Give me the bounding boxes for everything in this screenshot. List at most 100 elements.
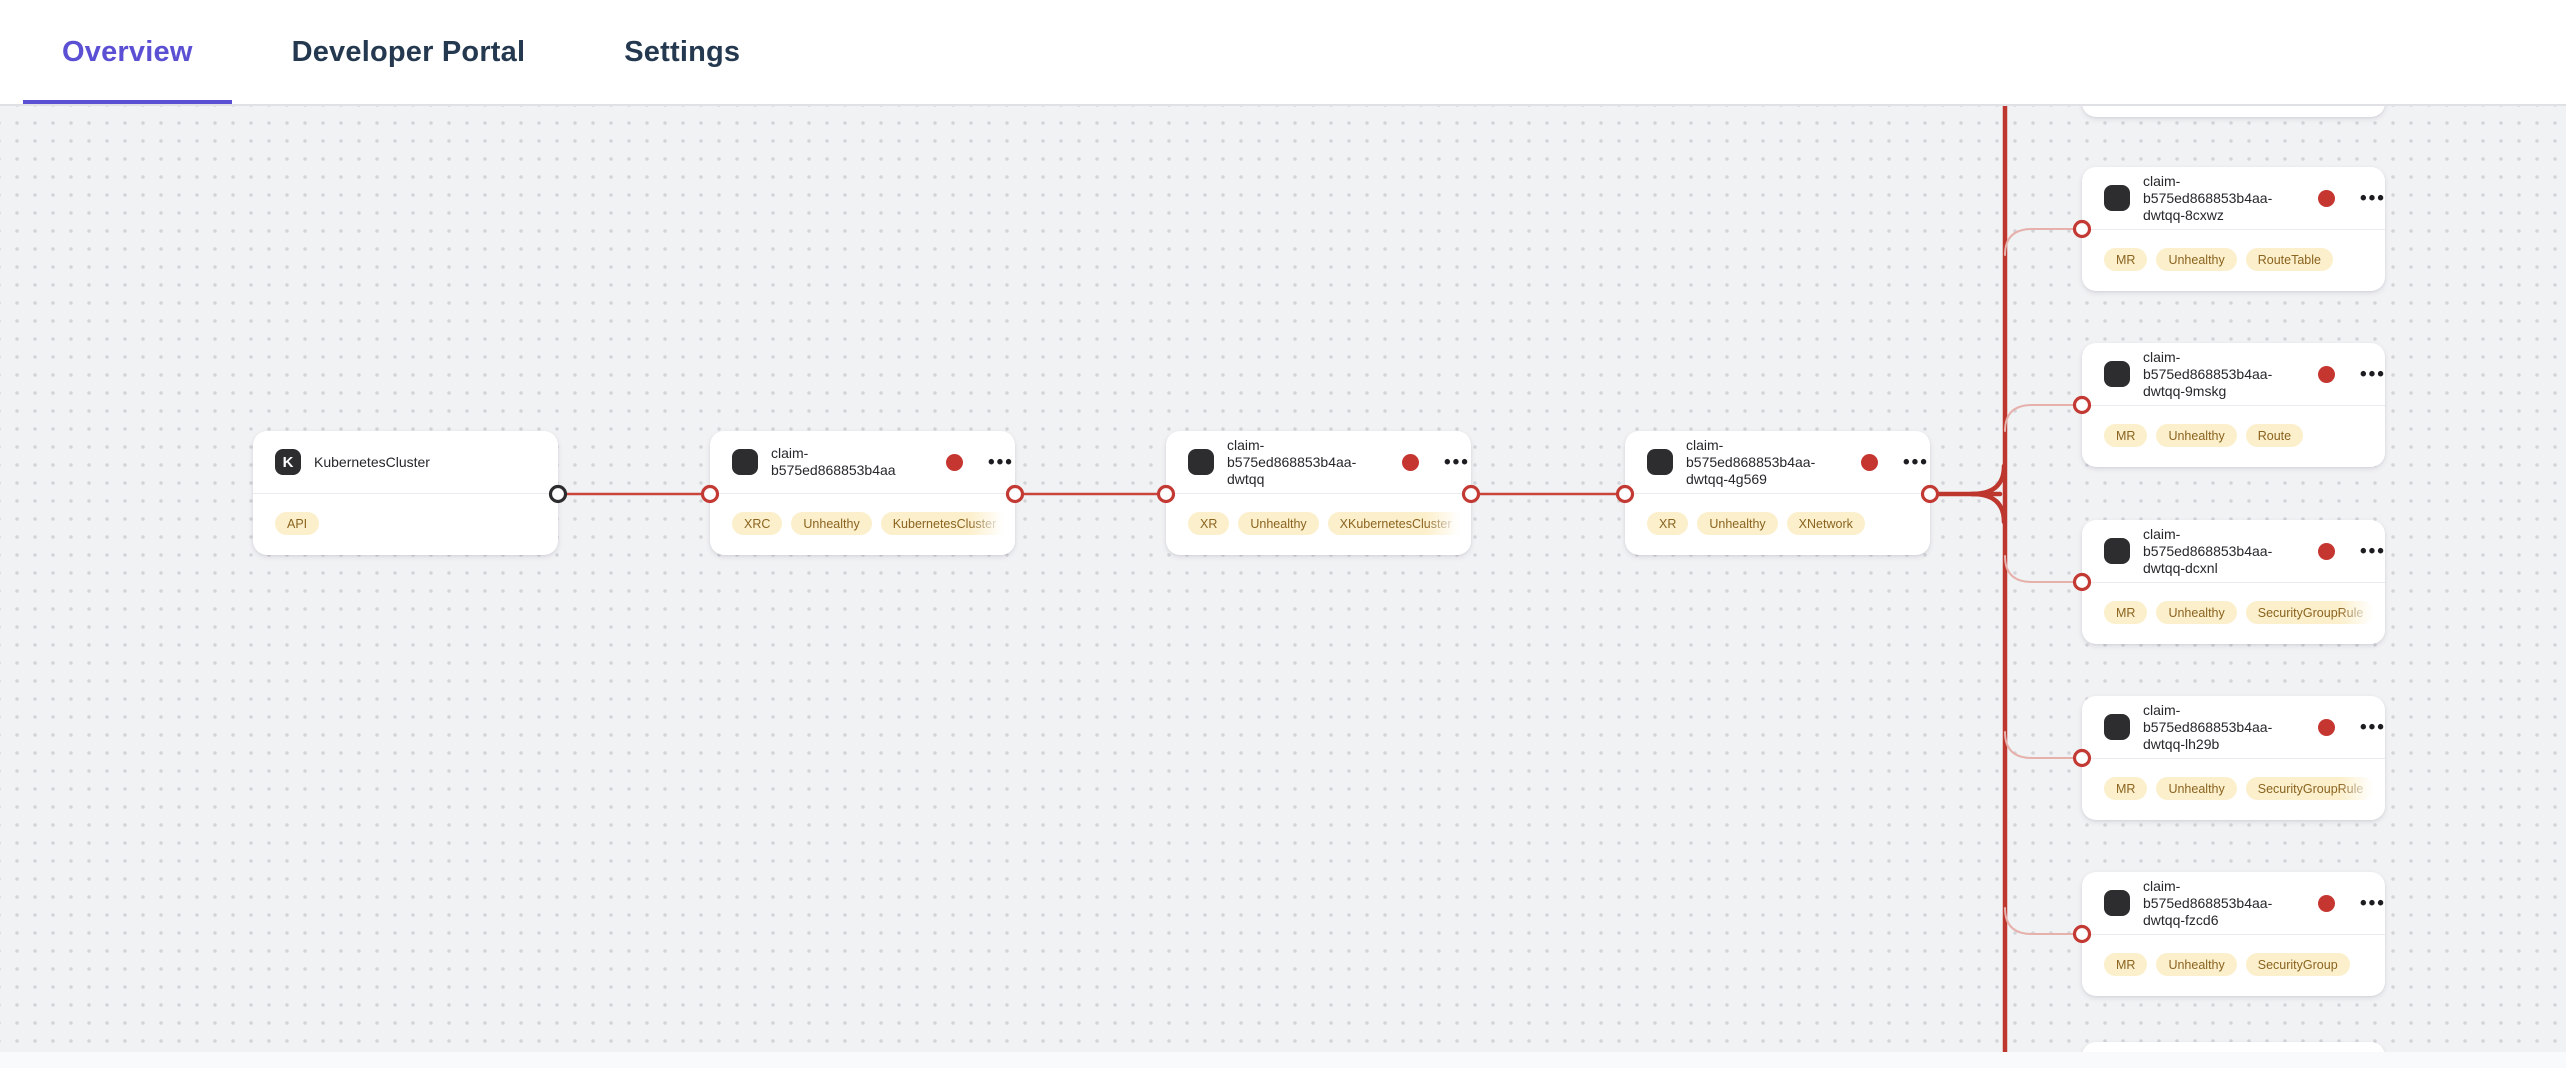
tab-settings[interactable]: Settings [585,0,779,104]
node-title: claim-b575ed868853b4aa [771,445,896,478]
node-card-partial[interactable] [2082,1042,2385,1052]
status-badge: XRC [732,512,783,535]
status-badge: Unhealthy [1697,512,1778,535]
layers-icon [711,433,758,475]
badge-row: API [275,512,320,535]
node-card[interactable]: claim-b575ed868853b4aa ••• XRC Unhealthy Kub… [710,431,1015,555]
error-status-icon [1166,431,1419,471]
managed-resource-icon [2084,698,2130,740]
error-status-icon [2082,167,2335,207]
node-menu-button[interactable]: ••• [2356,718,2385,737]
node-card-header: claim-b575ed868853b4aa-dwtqq-8cxwz ••• [2082,167,2385,229]
status-badge: RouteTable [2245,248,2333,271]
error-status-icon [2082,343,2335,383]
node-card[interactable]: claim-b575ed868853b4aa-dwtqq-4g569 ••• XR U… [1625,431,1930,555]
tab-label: Settings [624,35,741,68]
error-status-icon [2082,872,2335,912]
status-badge: XR [1188,512,1230,535]
composite-icon [1168,433,1214,475]
edge [2004,907,2075,935]
error-status-icon [2082,696,2335,736]
tab-developer-portal[interactable]: Developer Portal [253,0,565,104]
node-card-header: claim-b575ed868853b4aa-dwtqq-4g569 ••• [1625,431,1930,493]
tab-overview[interactable]: Overview [23,0,232,104]
edges-layer [556,106,2075,1052]
node-title: claim-b575ed868853b4aa-dwtqq [1227,436,1357,487]
error-status-icon [710,431,963,471]
graph-canvas[interactable]: K KubernetesCluster API claim-b575ed868853b… [0,106,2566,1052]
node-menu-button[interactable]: ••• [2356,189,2385,208]
edge [2004,404,2075,432]
node-menu-button[interactable]: ••• [2356,542,2385,561]
edge [2004,555,2075,583]
card-divider [1166,493,1471,494]
status-badge: SecurityGroupRule [2245,601,2376,624]
node-menu-button[interactable]: ••• [1440,453,1471,472]
node-card[interactable]: K KubernetesCluster API [253,431,558,555]
badge-row: MR Unhealthy Route [2104,424,2304,447]
card-divider [2082,229,2385,230]
card-divider [2082,405,2385,406]
node-menu-button[interactable]: ••• [984,453,1015,472]
node-menu-button[interactable]: ••• [2356,365,2385,384]
node-card-header: claim-b575ed868853b4aa-dwtqq ••• [1166,431,1471,493]
node-card-header: K KubernetesCluster [253,431,558,493]
tab-label: Developer Portal [291,35,526,68]
status-badge: MR [2104,601,2148,624]
tab-bar: Overview Developer Portal Settings [0,0,2566,106]
node-card-header: claim-b575ed868853b4aa-dwtqq-9mskg ••• [2082,343,2385,405]
status-badge: Unhealthy [791,512,872,535]
node-card-header: claim-b575ed868853b4aa ••• [710,431,1015,493]
node-title: claim-b575ed868853b4aa-dwtqq-9mskg [2143,348,2273,399]
card-divider [710,493,1015,494]
node-title: claim-b575ed868853b4aa-dwtqq-lh29b [2143,701,2273,752]
badge-row: XRC Unhealthy KubernetesCluster [732,512,1009,535]
node-card[interactable]: claim-b575ed868853b4aa-dwtqq-9mskg ••• MR U… [2082,343,2385,467]
status-badge: Unhealthy [2156,248,2237,271]
status-badge: XNetwork [1786,512,1865,535]
active-tab-underline [23,100,232,104]
node-title: claim-b575ed868853b4aa-dwtqq-fzcd6 [2143,877,2273,928]
badge-row: XR Unhealthy XNetwork [1647,512,1865,535]
kubernetes-icon: K [275,449,301,475]
card-divider [253,493,558,494]
node-menu-button[interactable]: ••• [1899,453,1930,472]
node-card-partial[interactable] [2082,106,2385,117]
node-card[interactable]: claim-b575ed868853b4aa-dwtqq-8cxwz ••• MR U… [2082,167,2385,291]
status-badge: MR [2104,248,2148,271]
node-menu-button[interactable]: ••• [2356,894,2385,913]
node-card[interactable]: claim-b575ed868853b4aa-dwtqq-lh29b ••• MR U… [2082,696,2385,820]
node-title: claim-b575ed868853b4aa-dwtqq-dcxnl [2143,525,2273,576]
node-card[interactable]: claim-b575ed868853b4aa-dwtqq ••• XR Unhealt… [1166,431,1471,555]
status-badge: Unhealthy [2156,777,2237,800]
card-divider [2082,758,2385,759]
badge-row: XR Unhealthy XKubernetesCluster [1188,512,1464,535]
badge-row: MR Unhealthy SecurityGroupRule [2104,601,2376,624]
badge-row: MR Unhealthy RouteTable [2104,248,2333,271]
icon-letter: K [282,453,294,471]
node-card[interactable]: claim-b575ed868853b4aa-dwtqq-fzcd6 ••• MR U… [2082,872,2385,996]
badge-row: MR Unhealthy SecurityGroupRule [2104,777,2376,800]
managed-resource-icon [2084,345,2130,387]
status-badge: Unhealthy [2156,601,2237,624]
status-badge: KubernetesCluster [880,512,1009,535]
status-badge: Unhealthy [1238,512,1319,535]
node-card-header: claim-b575ed868853b4aa-dwtqq-dcxnl ••• [2082,520,2385,582]
node-card[interactable]: claim-b575ed868853b4aa-dwtqq-dcxnl ••• MR U… [2082,520,2385,644]
status-badge: XR [1647,512,1689,535]
card-divider [1625,493,1930,494]
status-badge: MR [2104,777,2148,800]
managed-resource-icon [2084,874,2130,916]
status-badge: MR [2104,953,2148,976]
managed-resource-icon [2084,522,2130,564]
error-status-icon [1625,431,1878,471]
edge [2004,731,2075,759]
managed-resource-icon [2084,169,2130,211]
status-badge: API [275,512,320,535]
error-status-icon [2082,520,2335,560]
status-badge: SecurityGroup [2245,953,2350,976]
node-title: claim-b575ed868853b4aa-dwtqq-8cxwz [2143,172,2273,223]
status-badge: Unhealthy [2156,953,2237,976]
status-badge: Route [2245,424,2304,447]
